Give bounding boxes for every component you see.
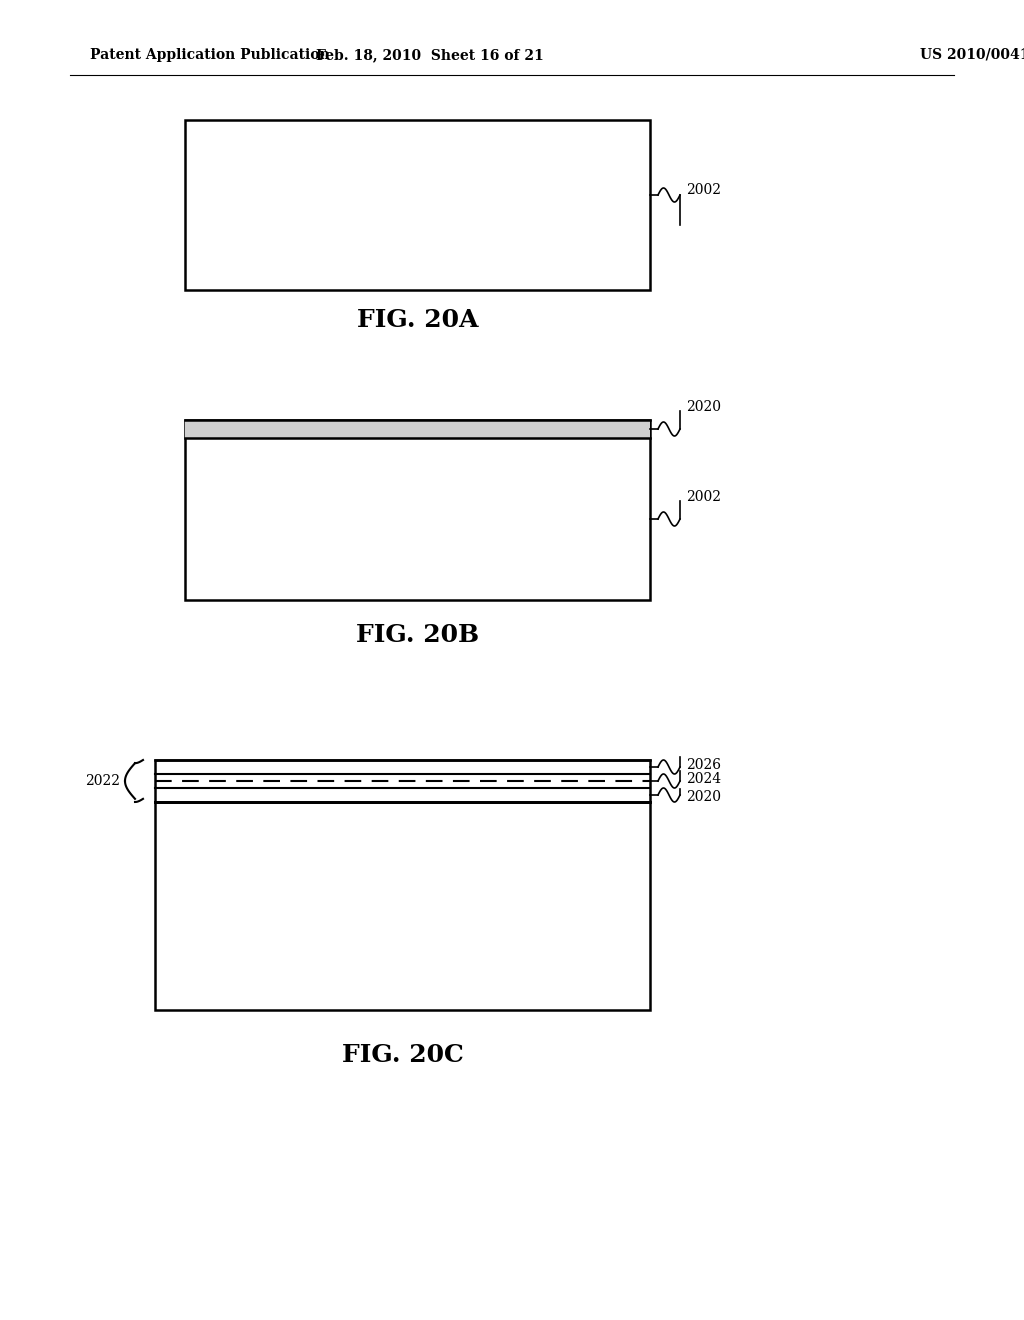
Text: US 2010/0041222 A1: US 2010/0041222 A1 — [920, 48, 1024, 62]
Text: 2002: 2002 — [686, 490, 721, 504]
Text: Feb. 18, 2010  Sheet 16 of 21: Feb. 18, 2010 Sheet 16 of 21 — [316, 48, 544, 62]
Text: 2002: 2002 — [686, 183, 721, 197]
Bar — [155, 760, 650, 1010]
Text: FIG. 20B: FIG. 20B — [356, 623, 479, 647]
Bar — [185, 420, 650, 601]
Text: FIG. 20A: FIG. 20A — [356, 308, 478, 333]
Text: 2020: 2020 — [686, 400, 721, 414]
Text: 2026: 2026 — [686, 758, 721, 772]
Bar — [185, 120, 650, 290]
Bar — [185, 420, 650, 438]
Text: FIG. 20C: FIG. 20C — [342, 1043, 464, 1067]
Text: 2020: 2020 — [686, 789, 721, 804]
Text: 2022: 2022 — [85, 774, 120, 788]
Text: 2024: 2024 — [686, 772, 721, 785]
Text: Patent Application Publication: Patent Application Publication — [90, 48, 330, 62]
